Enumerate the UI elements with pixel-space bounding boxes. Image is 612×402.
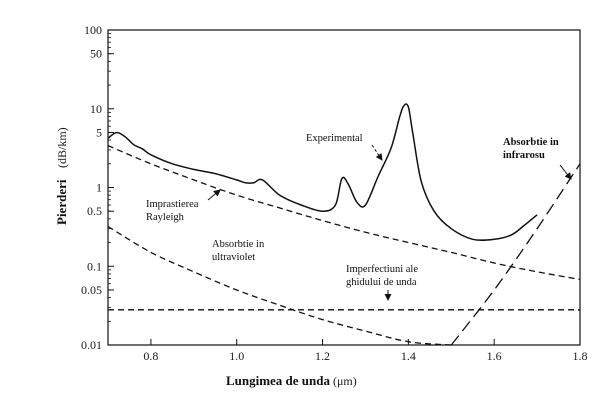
y-tick-label: 100 (84, 23, 102, 37)
annotation-rayleigh-arrow (207, 189, 221, 201)
y-tick-label: 1 (96, 181, 102, 195)
x-tick-label: 1.2 (315, 349, 330, 363)
x-tick-label: 1.8 (573, 349, 588, 363)
y-tick-label: 50 (90, 47, 102, 61)
plot-frame (107, 29, 581, 346)
x-tick-label: 0.8 (143, 349, 158, 363)
y-axis-unit: (dB/km) (55, 127, 69, 168)
y-tick-label: 0.1 (87, 259, 102, 273)
x-tick-label: 1.6 (487, 349, 502, 363)
annotation-experimental: Experimental (306, 133, 363, 144)
series-line-infrarosu (450, 163, 581, 346)
y-axis-label: Pierderi (54, 179, 69, 225)
annotation-imperf-line2: ghidului de unda (346, 277, 417, 288)
x-axis-ticks: 0.8 1.0 1.2 1.4 1.6 1.8 (143, 339, 588, 363)
x-axis-label: Lungimea de unda (226, 373, 331, 388)
series-layer (107, 103, 581, 346)
y-tick-label: 0.05 (81, 283, 102, 297)
x-tick-label: 1.0 (229, 349, 244, 363)
annotation-uv-line2: ultraviolet (212, 252, 255, 263)
annotation-rayleigh-line1: Imprastierea (146, 199, 199, 210)
y-axis-ticks: 100 50 10 5 1 0.5 0.1 0.05 0.01 (81, 23, 114, 352)
annotation-ir-line2: infrarosu (503, 150, 545, 161)
annotation-imperf-line1: Imperfectiuni ale (346, 264, 418, 275)
annotation-ir-line1: Absorbtie in (503, 137, 559, 148)
series-line-experimental (107, 103, 538, 242)
x-axis-unit: (μm) (333, 374, 357, 388)
x-tick-label: 1.4 (401, 349, 416, 363)
series-line-ultraviolet (107, 225, 452, 346)
annotation-experimental-arrow (371, 144, 383, 161)
y-tick-label: 0.01 (81, 338, 102, 352)
y-tick-label: 5 (96, 125, 102, 139)
y-tick-label: 0.5 (87, 204, 102, 218)
annotation-rayleigh-line2: Rayleigh (146, 212, 185, 223)
y-tick-label: 10 (90, 102, 102, 116)
annotation-uv-line1: Absorbtie in (212, 239, 265, 250)
annotation-ir-arrow (559, 164, 572, 180)
